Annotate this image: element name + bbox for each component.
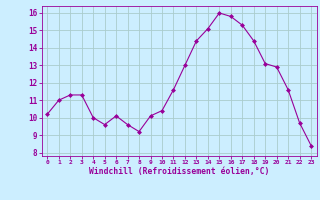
X-axis label: Windchill (Refroidissement éolien,°C): Windchill (Refroidissement éolien,°C) [89,167,269,176]
